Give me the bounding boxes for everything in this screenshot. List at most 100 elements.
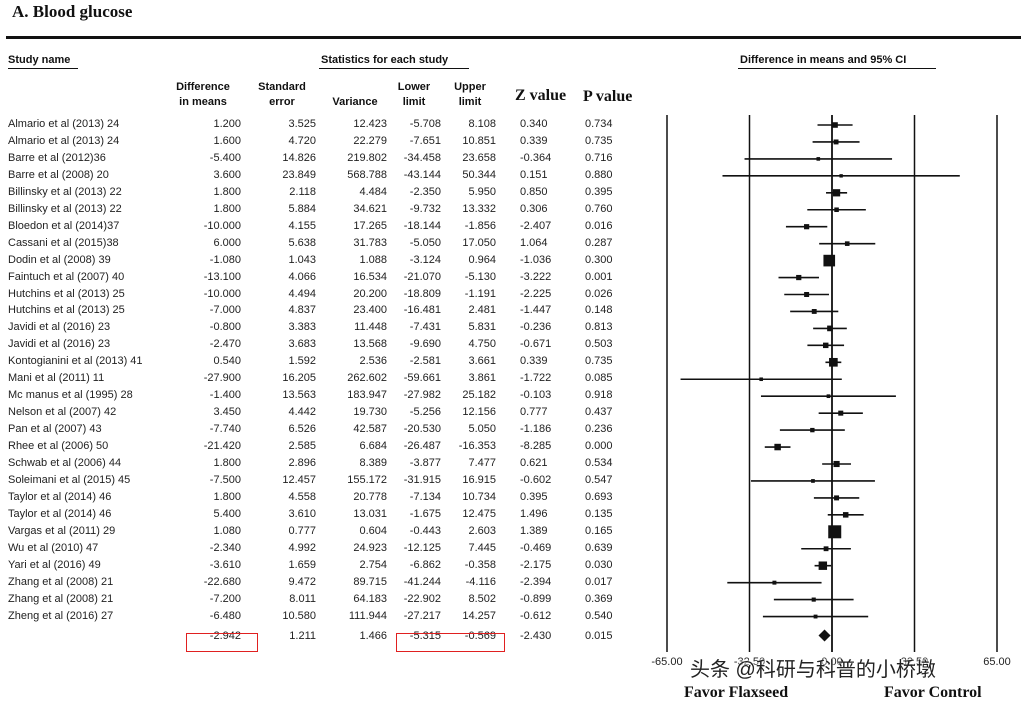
study-name: Yari et al (2016) 49 [8, 559, 101, 571]
study-z: -1.186 [520, 423, 552, 435]
study-effect-square [823, 546, 829, 552]
study-p: 0.026 [585, 288, 613, 300]
study-var: 17.265 [353, 220, 387, 232]
study-p: 0.735 [585, 135, 613, 147]
study-effect-square [774, 443, 781, 451]
study-z: -2.225 [520, 288, 552, 300]
study-upper: 12.475 [462, 508, 496, 520]
study-lower: -31.915 [403, 474, 441, 486]
study-diff: -10.000 [203, 288, 241, 300]
study-p: 0.165 [585, 525, 613, 537]
study-se: 3.610 [288, 508, 316, 520]
study-se: 14.826 [282, 152, 316, 164]
study-lower: -34.458 [403, 152, 441, 164]
study-z: -3.222 [520, 271, 552, 283]
study-name: Zhang et al (2008) 21 [8, 576, 114, 588]
study-var: 19.730 [353, 406, 387, 418]
study-upper: -1.191 [464, 288, 496, 300]
study-z: -8.285 [520, 440, 552, 452]
study-effect-square [818, 561, 828, 570]
study-diff: -27.900 [203, 372, 241, 384]
study-upper: 12.156 [462, 406, 496, 418]
header-variance: Variance [332, 96, 378, 108]
study-diff: 3.450 [213, 406, 241, 418]
study-effect-square [844, 241, 850, 246]
study-lower: -3.124 [409, 254, 441, 266]
study-p: 0.030 [585, 559, 613, 571]
study-diff: 1.600 [213, 135, 241, 147]
study-se: 4.837 [288, 304, 316, 316]
study-lower: -0.443 [409, 525, 441, 537]
study-p: 0.369 [585, 593, 613, 605]
study-name: Barre et al (2008) 20 [8, 169, 109, 181]
study-upper: 7.477 [468, 457, 496, 469]
study-name: Schwab et al (2006) 44 [8, 457, 122, 469]
study-z: -0.469 [520, 542, 552, 554]
study-p: 0.395 [585, 186, 613, 198]
study-name: Hutchins et al (2013) 25 [8, 304, 125, 316]
study-effect-square [832, 122, 838, 128]
study-diff: 1.800 [213, 491, 241, 503]
study-se: 4.442 [288, 406, 316, 418]
study-lower: -9.690 [409, 338, 441, 350]
study-effect-square [827, 325, 833, 332]
study-z: -1.722 [520, 372, 552, 384]
header-ci-underline [738, 68, 936, 69]
figure-title: A. Blood glucose [12, 2, 133, 21]
study-name: Vargas et al (2011) 29 [8, 525, 116, 537]
study-se: 1.592 [288, 355, 316, 367]
header-se: Standard error [258, 81, 306, 108]
study-var: 262.602 [347, 372, 387, 384]
study-upper: 5.050 [468, 423, 496, 435]
study-effect-square [823, 254, 836, 267]
study-se: 23.849 [282, 169, 316, 181]
study-var: 16.534 [353, 271, 387, 283]
study-name: Pan et al (2007) 43 [8, 423, 102, 435]
study-z: 0.339 [520, 135, 548, 147]
study-name: Nelson et al (2007) 42 [8, 406, 117, 418]
study-p: 0.760 [585, 203, 613, 215]
study-p: 0.534 [585, 457, 613, 469]
study-lower: -18.144 [403, 220, 441, 232]
study-upper: 0.964 [468, 254, 496, 266]
x-tick-label: -32.50 [733, 656, 766, 668]
study-name: Mani et al (2011) 11 [8, 372, 105, 384]
study-effect-square [759, 377, 763, 382]
study-diff: -10.000 [203, 220, 241, 232]
study-diff: 1.200 [213, 118, 241, 130]
study-diff: -3.610 [209, 559, 241, 571]
study-p: 0.547 [585, 474, 613, 486]
x-tick-label: 0.00 [821, 656, 843, 668]
study-lower: -18.809 [403, 288, 441, 300]
summary-se: 1.211 [289, 630, 316, 642]
study-se: 4.494 [288, 288, 316, 300]
study-effect-square [813, 614, 818, 619]
summary-p: 0.015 [585, 630, 613, 642]
study-effect-square [804, 224, 810, 230]
study-name: Dodin et al (2008) 39 [8, 254, 111, 266]
study-diff: -1.400 [209, 389, 241, 401]
study-se: 10.580 [282, 610, 316, 622]
study-var: 24.923 [353, 542, 387, 554]
study-lower: -27.982 [403, 389, 441, 401]
study-var: 155.172 [347, 474, 387, 486]
study-var: 219.802 [347, 152, 387, 164]
study-lower: -12.125 [403, 542, 441, 554]
study-diff: 1.800 [213, 457, 241, 469]
study-p: 0.639 [585, 542, 613, 554]
header-ci: Difference in means and 95% CI [740, 54, 907, 66]
study-name: Taylor et al (2014) 46 [8, 508, 112, 520]
top-rule [6, 36, 1021, 39]
study-z: -2.175 [520, 559, 552, 571]
study-var: 13.568 [353, 338, 387, 350]
study-var: 23.400 [353, 304, 387, 316]
study-var: 2.536 [359, 355, 387, 367]
study-upper: 3.661 [468, 355, 496, 367]
study-z: 0.621 [520, 457, 548, 469]
study-p: 0.000 [585, 440, 613, 452]
study-upper: 10.734 [462, 491, 496, 503]
study-effect-square [811, 309, 817, 314]
study-effect-square [772, 580, 777, 585]
study-lower: -7.651 [409, 135, 441, 147]
